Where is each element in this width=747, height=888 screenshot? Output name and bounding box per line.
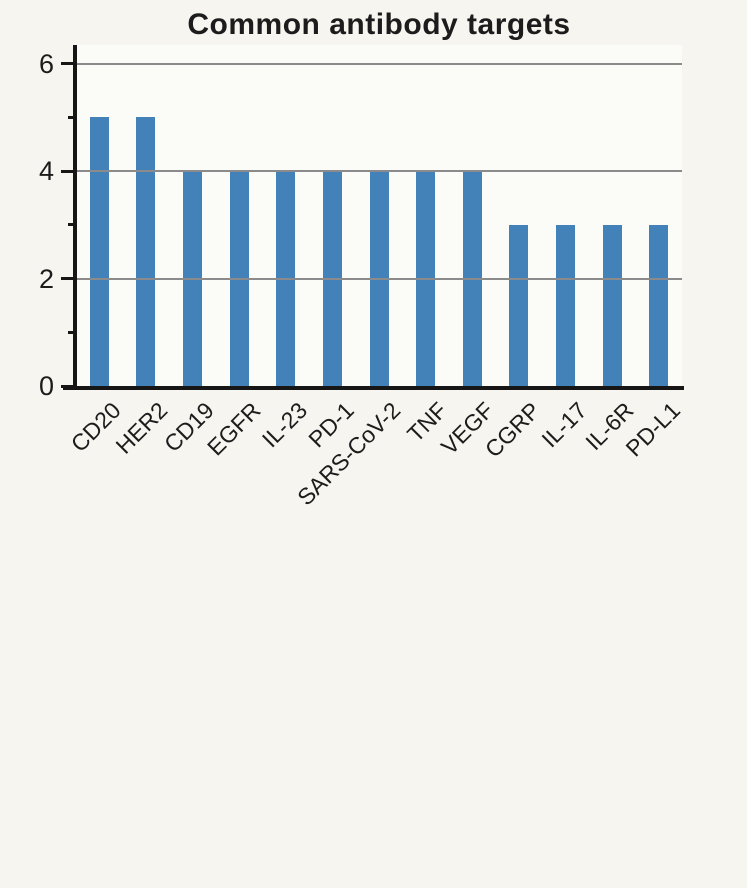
y-tick-label-0: 0 xyxy=(38,371,54,401)
y-minor-tick-3 xyxy=(68,223,76,227)
bar-il-6r xyxy=(602,224,622,386)
plot-area xyxy=(76,45,682,386)
x-axis-line xyxy=(63,386,684,390)
y-major-tick-4 xyxy=(61,169,76,173)
y-major-tick-6 xyxy=(61,62,76,65)
y-axis-line xyxy=(73,45,77,390)
gridline-y-6 xyxy=(76,62,682,65)
y-tick-label-4: 4 xyxy=(38,156,54,186)
y-tick-label-2: 2 xyxy=(38,263,54,294)
y-minor-tick-5 xyxy=(68,115,76,119)
y-tick-label-6: 6 xyxy=(38,48,54,79)
bar-pd-l1 xyxy=(649,224,669,386)
y-major-tick-0 xyxy=(61,384,76,388)
bar-cd20 xyxy=(89,117,109,386)
chart-title: Common antibody targets xyxy=(187,8,571,41)
gridline-y-2 xyxy=(76,277,682,280)
bar-il-17 xyxy=(556,224,575,386)
bar-her2 xyxy=(136,117,156,386)
y-minor-tick-1 xyxy=(68,330,76,334)
bar-cgrp xyxy=(509,224,529,386)
gridline-y-4 xyxy=(76,170,682,172)
y-major-tick-2 xyxy=(61,277,76,280)
